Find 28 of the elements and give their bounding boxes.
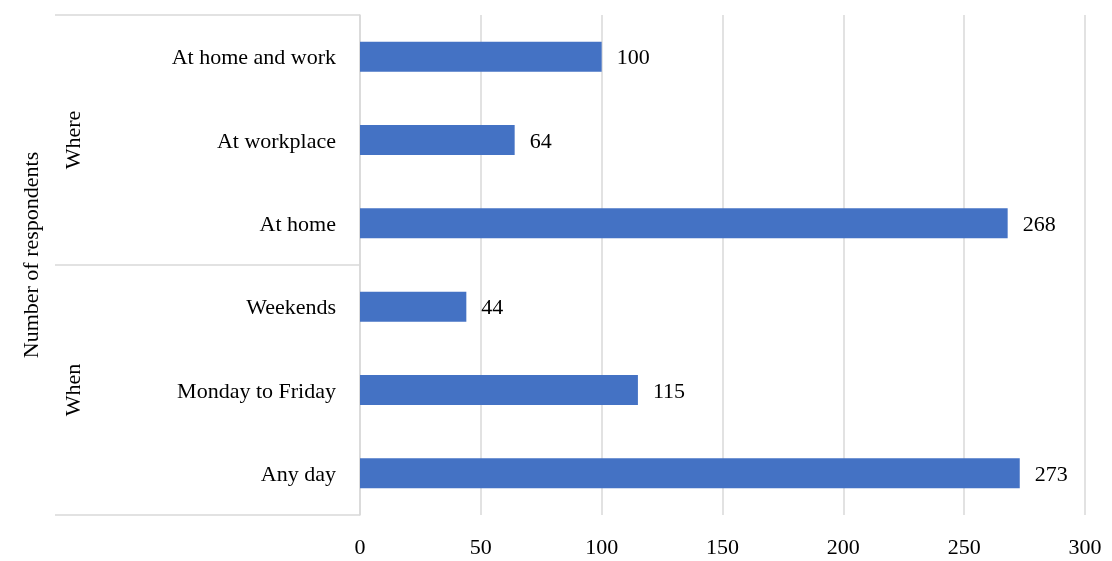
data-label: 268	[1022, 210, 1056, 236]
bar	[360, 41, 602, 72]
data-label: 64	[529, 127, 552, 153]
x-tick-label: 150	[706, 533, 739, 559]
y-tick-label: At home and work	[171, 44, 336, 70]
bar	[360, 458, 1020, 489]
bar	[360, 291, 467, 322]
text: Number of respondents	[17, 151, 43, 359]
y-tick-label: Any day	[260, 460, 336, 486]
x-tick-label: 100	[585, 533, 619, 559]
y-tick-label: At workplace	[216, 127, 336, 153]
bar	[360, 208, 1008, 239]
y-tick-label: Monday to Friday	[177, 377, 336, 403]
bar	[360, 375, 638, 405]
x-tick-label: 200	[826, 533, 860, 559]
data-label: 100	[616, 44, 650, 70]
text: Where	[59, 110, 85, 170]
data-label: 115	[652, 377, 686, 403]
x-tick-label: 50	[469, 533, 492, 559]
data-label: 273	[1034, 460, 1068, 486]
bar	[360, 125, 515, 155]
data-label: 44	[481, 294, 504, 320]
text: When	[59, 363, 85, 417]
y-tick-label: At home	[259, 210, 336, 236]
x-tick-label: 0	[354, 533, 366, 559]
x-tick-label: 300	[1068, 533, 1102, 559]
y-tick-label: Weekends	[246, 294, 336, 320]
x-tick-label: 250	[947, 533, 981, 559]
